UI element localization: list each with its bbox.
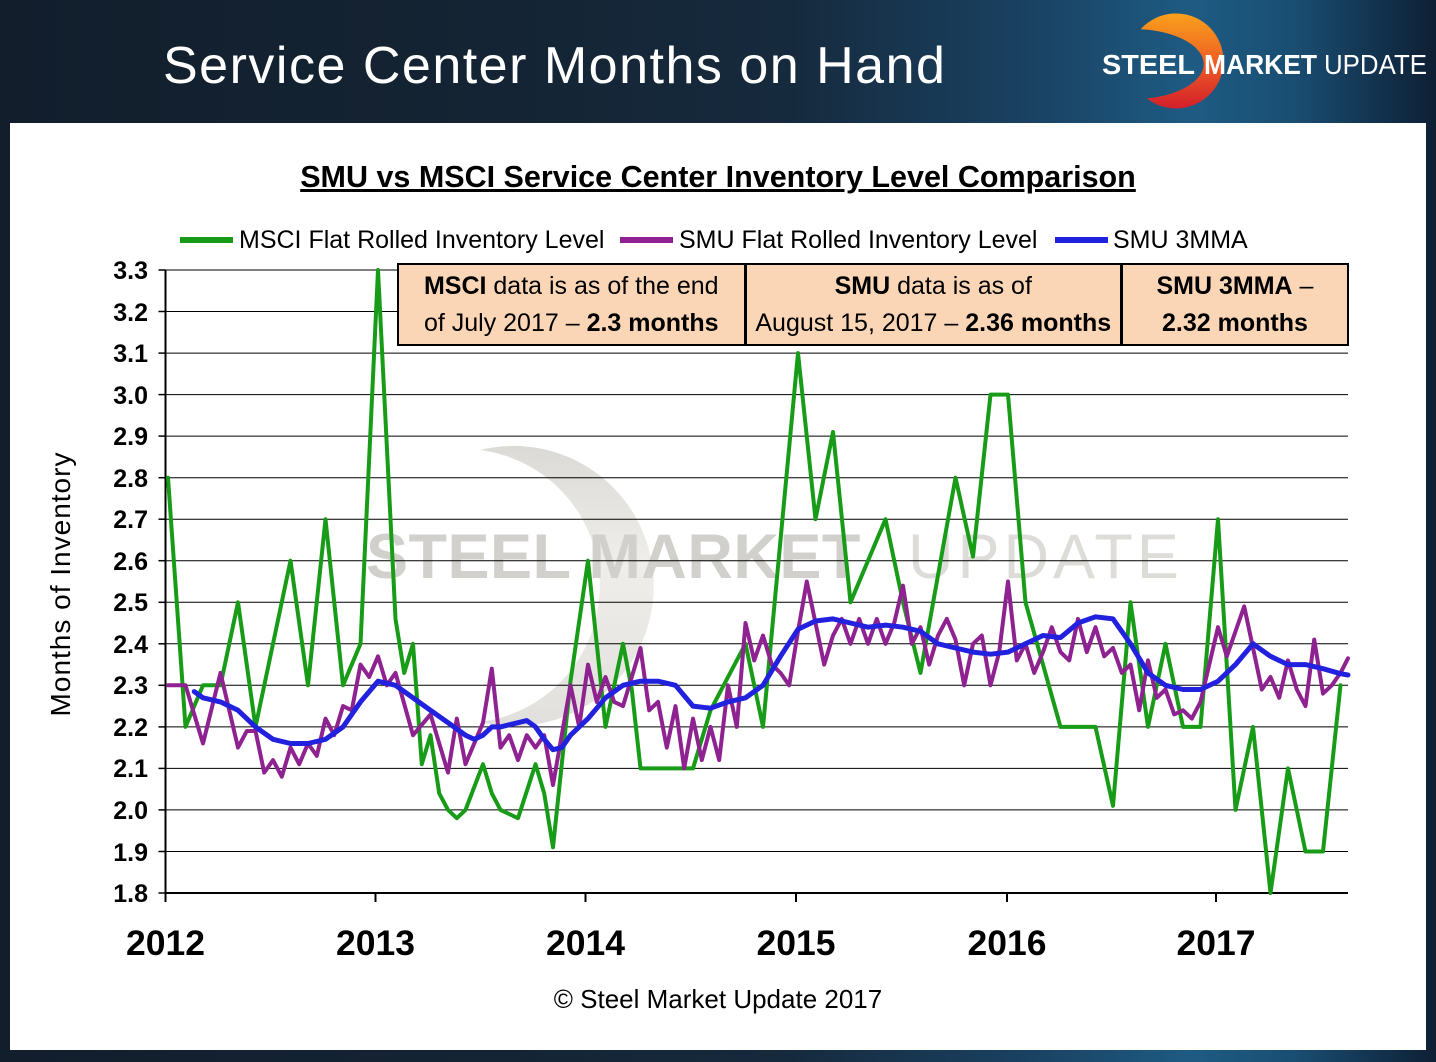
svg-text:STEEL: STEEL xyxy=(1102,49,1195,80)
svg-text:MARKET: MARKET xyxy=(1204,49,1317,80)
svg-text:UPDATE: UPDATE xyxy=(908,522,1183,592)
svg-text:STEEL MARKET: STEEL MARKET xyxy=(366,522,861,592)
svg-text:UPDATE: UPDATE xyxy=(1324,49,1427,80)
